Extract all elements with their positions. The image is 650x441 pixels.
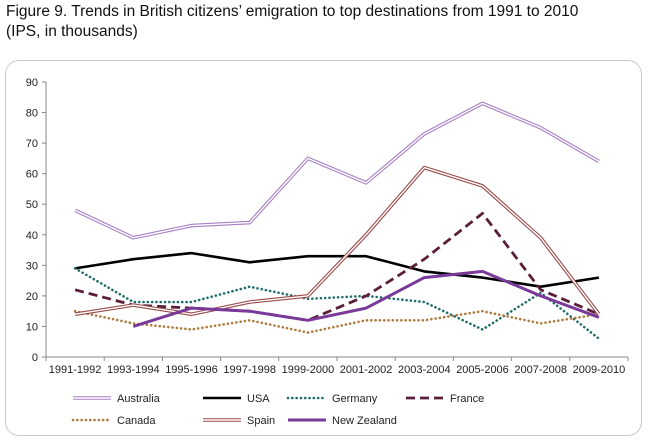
chart-title-line-2: (IPS, in thousands) xyxy=(6,23,138,40)
axes: 0 10 20 30 40 50 60 70 80 90 1991-1992 1993-1994 199… xyxy=(26,77,629,376)
y-tick-label: 70 xyxy=(26,138,38,150)
series-line-usa xyxy=(74,251,600,289)
y-tick-label: 10 xyxy=(26,321,38,333)
legend-item-new-zealand: New Zealand xyxy=(288,415,397,427)
legend-item-germany: Germany xyxy=(286,393,378,405)
x-tick-label: 1997-1998 xyxy=(223,364,276,376)
legend-item-canada: Canada xyxy=(71,415,156,427)
x-tick-label: 1991-1992 xyxy=(49,364,102,376)
series-line-australia-inner xyxy=(74,102,600,239)
legend-item-australia: Australia xyxy=(73,393,161,405)
y-tick-label: 40 xyxy=(26,230,38,242)
legend-item-france: France xyxy=(406,393,484,405)
y-tick-label: 20 xyxy=(26,291,38,303)
series-new-zealand xyxy=(132,269,600,328)
legend-item-spain: Spain xyxy=(203,415,275,427)
series-line-germany xyxy=(73,267,601,341)
y-tick-label: 80 xyxy=(26,108,38,120)
y-tick-label: 0 xyxy=(32,352,38,364)
x-tick-label: 1995-1996 xyxy=(165,364,218,376)
x-tick-label: 2007-2008 xyxy=(514,364,567,376)
series-usa xyxy=(74,251,600,289)
series-spain xyxy=(74,165,601,317)
series-lines xyxy=(73,101,601,341)
series-australia xyxy=(74,101,600,240)
x-tick-label: 2005-2006 xyxy=(456,364,509,376)
legend-item-usa: USA xyxy=(203,393,270,405)
legend-label-usa: USA xyxy=(247,393,270,405)
y-tick-label: 90 xyxy=(26,77,38,89)
series-line-new-zealand xyxy=(132,269,600,328)
x-tick-label: 1993-1994 xyxy=(107,364,160,376)
chart-title: Figure 9. Trends in British citizens’ em… xyxy=(6,2,646,42)
legend-label-new-zealand: New Zealand xyxy=(332,415,397,427)
chart-frame xyxy=(5,60,642,436)
legend: Australia USA Germany France Canada Spain New … xyxy=(71,393,484,427)
legend-label-france: France xyxy=(450,393,484,405)
legend-label-germany: Germany xyxy=(332,393,378,405)
y-tick-label: 60 xyxy=(26,169,38,181)
x-tick-label: 2001-2002 xyxy=(340,364,393,376)
legend-label-spain: Spain xyxy=(247,415,275,427)
series-line-spain-inner xyxy=(74,166,600,315)
x-tick-label: 1999-2000 xyxy=(282,364,335,376)
legend-label-australia: Australia xyxy=(117,393,161,405)
series-france xyxy=(74,211,600,322)
series-line-spain-outer xyxy=(74,165,601,317)
series-germany xyxy=(73,267,601,341)
x-tick-label: 2003-2004 xyxy=(398,364,451,376)
x-tick-label: 2009-2010 xyxy=(573,364,626,376)
chart-title-line-1: Figure 9. Trends in British citizens’ em… xyxy=(6,3,579,20)
y-tick-label: 50 xyxy=(26,199,38,211)
legend-label-canada: Canada xyxy=(117,415,156,427)
series-canada xyxy=(73,309,601,334)
y-tick-label: 30 xyxy=(26,260,38,272)
series-line-canada xyxy=(73,309,601,334)
series-line-france xyxy=(74,211,600,322)
